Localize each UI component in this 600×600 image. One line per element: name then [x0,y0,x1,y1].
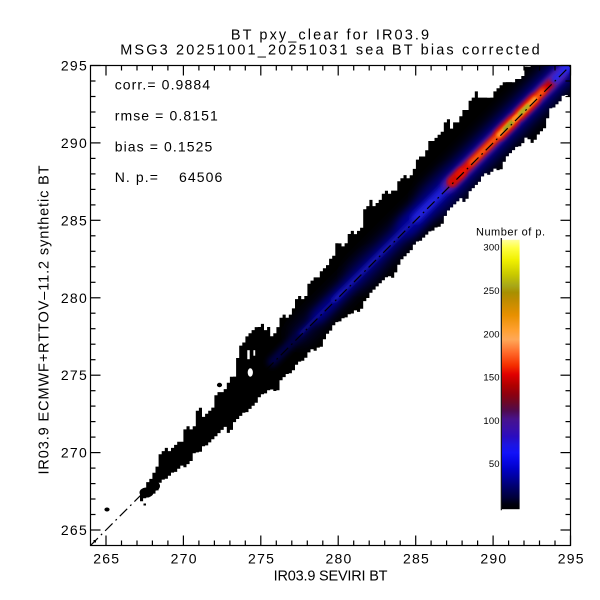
svg-text:50: 50 [489,459,500,470]
svg-text:bias = 0.1525: bias = 0.1525 [115,139,214,155]
svg-text:285: 285 [61,212,88,228]
svg-text:275: 275 [248,551,275,567]
svg-text:300: 300 [483,243,499,254]
svg-text:295: 295 [558,551,585,567]
svg-text:BT pxy_clear for IR03.9: BT pxy_clear for IR03.9 [231,28,431,44]
svg-text:270: 270 [171,551,198,567]
svg-text:200: 200 [483,329,499,340]
svg-text:285: 285 [403,551,430,567]
svg-text:N. p.= 64506: N. p.= 64506 [115,169,224,185]
svg-text:290: 290 [61,135,88,151]
svg-text:265: 265 [61,522,88,538]
svg-text:100: 100 [483,416,499,427]
svg-text:IR03.9 ECMWF+RTTOV–11.2 synthe: IR03.9 ECMWF+RTTOV–11.2 synthetic BT [37,164,53,474]
svg-text:corr.= 0.9884: corr.= 0.9884 [115,77,211,93]
svg-text:MSG3 20251001_20251031 sea BT: MSG3 20251001_20251031 sea BT bias corre… [120,43,542,59]
svg-text:270: 270 [61,445,88,461]
svg-text:IR03.9 SEVIRI BT: IR03.9 SEVIRI BT [274,569,388,585]
svg-text:275: 275 [61,367,88,383]
svg-text:265: 265 [93,551,120,567]
svg-text:295: 295 [61,58,88,74]
svg-text:250: 250 [483,286,499,297]
svg-text:280: 280 [61,290,88,306]
svg-text:Number of p.: Number of p. [476,227,546,239]
svg-text:150: 150 [483,373,499,384]
svg-text:rmse = 0.8151: rmse = 0.8151 [115,108,219,124]
svg-text:290: 290 [480,551,507,567]
svg-text:280: 280 [325,551,352,567]
